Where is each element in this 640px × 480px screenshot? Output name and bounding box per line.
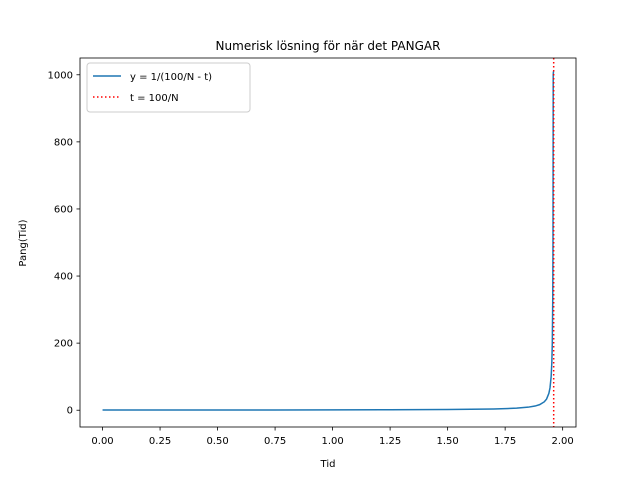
legend-box (86, 62, 251, 113)
x-tick-label: 0.00 (91, 436, 113, 447)
plot-frame (79, 57, 577, 428)
y-axis: 0 200 400 600 800 1000 (48, 70, 80, 417)
y-tick-label: 400 (54, 272, 73, 283)
y-tick-label: 200 (54, 339, 73, 350)
x-axis-label: Tid (320, 459, 336, 470)
y-tick-label: 800 (54, 137, 73, 148)
plot-area (102, 58, 555, 427)
x-tick-label: 0.25 (149, 436, 171, 447)
x-axis: 0.00 0.25 0.50 0.75 1.00 1.25 1.50 1.75 2.00 (91, 427, 574, 447)
legend-label: t = 100/N (130, 93, 179, 104)
chart-title: Numerisk lösning för när det PANGAR (216, 39, 441, 53)
x-tick-label: 2.00 (552, 436, 574, 447)
legend: y = 1/(100/N - t) t = 100/N (86, 62, 251, 113)
x-tick-label: 1.50 (436, 436, 458, 447)
x-tick-label: 1.75 (494, 436, 516, 447)
x-tick-label: 0.50 (206, 436, 228, 447)
y-tick-label: 600 (54, 204, 73, 215)
y-tick-label: 0 (67, 406, 73, 417)
y-tick-label: 1000 (48, 70, 73, 81)
legend-label: y = 1/(100/N - t) (130, 72, 212, 83)
x-tick-label: 1.25 (379, 436, 401, 447)
x-tick-label: 0.75 (264, 436, 286, 447)
series-line (102, 71, 555, 411)
x-tick-label: 1.00 (321, 436, 343, 447)
y-axis-label: Pang(Tid) (18, 219, 29, 266)
